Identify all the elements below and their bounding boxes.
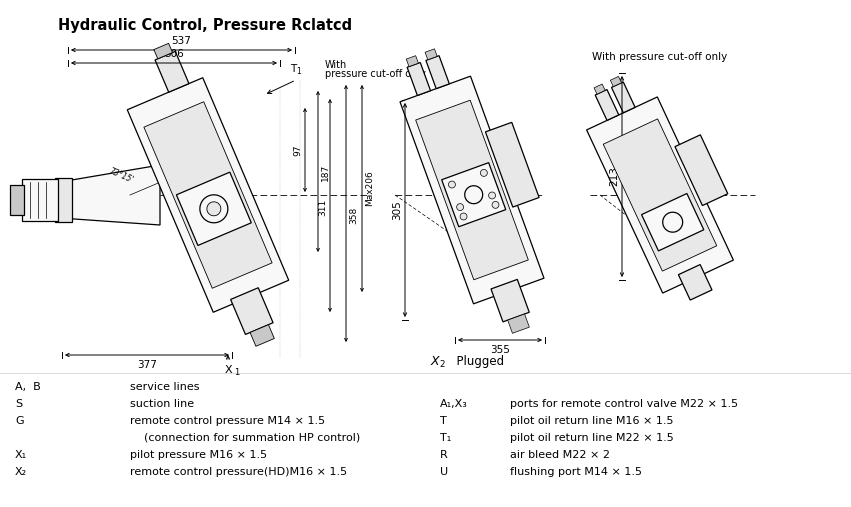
Polygon shape	[60, 165, 160, 225]
Polygon shape	[425, 49, 437, 60]
Polygon shape	[231, 288, 273, 335]
Text: 358: 358	[349, 206, 358, 224]
Text: 213: 213	[609, 167, 619, 187]
Polygon shape	[612, 82, 635, 113]
Polygon shape	[55, 178, 72, 222]
Polygon shape	[603, 119, 717, 271]
Polygon shape	[491, 279, 529, 322]
Polygon shape	[457, 204, 464, 210]
Polygon shape	[642, 194, 704, 251]
Text: Max206: Max206	[365, 170, 374, 206]
Text: 506: 506	[164, 49, 184, 59]
Polygon shape	[610, 77, 621, 87]
Text: 1: 1	[234, 368, 239, 377]
Polygon shape	[200, 195, 228, 223]
Polygon shape	[144, 102, 272, 288]
Text: T₁: T₁	[440, 433, 451, 443]
Polygon shape	[128, 78, 288, 312]
Text: pilot pressure M16 × 1.5: pilot pressure M16 × 1.5	[130, 450, 267, 460]
Polygon shape	[595, 90, 619, 120]
Text: 187: 187	[321, 163, 330, 180]
Text: With pressure cut-off only: With pressure cut-off only	[592, 52, 728, 62]
Polygon shape	[415, 100, 528, 280]
Text: 1: 1	[296, 67, 300, 77]
Polygon shape	[586, 97, 734, 293]
Text: G: G	[15, 416, 24, 426]
Polygon shape	[678, 265, 712, 300]
Polygon shape	[400, 76, 544, 304]
Polygon shape	[407, 62, 431, 95]
Polygon shape	[675, 135, 728, 205]
Polygon shape	[406, 56, 419, 66]
Text: With: With	[325, 60, 347, 70]
Text: pilot oil return line M16 × 1.5: pilot oil return line M16 × 1.5	[510, 416, 673, 426]
Polygon shape	[442, 163, 505, 227]
Polygon shape	[481, 169, 488, 176]
Text: X: X	[224, 365, 231, 375]
Polygon shape	[426, 56, 449, 89]
Text: Plugged: Plugged	[449, 355, 504, 368]
Text: X₂: X₂	[15, 467, 27, 477]
Text: 305: 305	[392, 200, 402, 220]
Text: T: T	[290, 64, 296, 74]
Text: S: S	[15, 399, 22, 409]
Polygon shape	[485, 122, 540, 207]
Polygon shape	[460, 213, 467, 220]
Polygon shape	[176, 172, 251, 245]
Polygon shape	[10, 185, 24, 215]
Polygon shape	[448, 181, 455, 188]
Text: R: R	[440, 450, 448, 460]
Polygon shape	[465, 186, 483, 204]
Polygon shape	[22, 179, 58, 221]
Polygon shape	[155, 51, 189, 92]
Text: 97: 97	[293, 144, 302, 156]
Text: Hydraulic Control, Pressure Rclatcd: Hydraulic Control, Pressure Rclatcd	[58, 18, 352, 33]
Polygon shape	[492, 201, 499, 208]
Polygon shape	[250, 324, 274, 346]
Text: 311: 311	[318, 198, 327, 215]
Text: remote control pressure M14 × 1.5: remote control pressure M14 × 1.5	[130, 416, 325, 426]
Polygon shape	[594, 84, 605, 94]
Text: X₁: X₁	[15, 450, 27, 460]
Text: T: T	[440, 416, 447, 426]
Text: suction line: suction line	[130, 399, 194, 409]
Text: pilot oil return line M22 × 1.5: pilot oil return line M22 × 1.5	[510, 433, 674, 443]
Text: ports for remote control valve M22 × 1.5: ports for remote control valve M22 × 1.5	[510, 399, 738, 409]
Text: A,  B: A, B	[15, 382, 41, 392]
Text: U: U	[440, 467, 448, 477]
Text: $X_2$: $X_2$	[430, 355, 446, 370]
Text: 537: 537	[171, 36, 191, 46]
Polygon shape	[663, 212, 683, 232]
Polygon shape	[508, 314, 529, 333]
Text: A₁,X₃: A₁,X₃	[440, 399, 468, 409]
Polygon shape	[154, 43, 173, 59]
Text: remote control pressure(HD)M16 × 1.5: remote control pressure(HD)M16 × 1.5	[130, 467, 347, 477]
Text: air bleed M22 × 2: air bleed M22 × 2	[510, 450, 610, 460]
Text: service lines: service lines	[130, 382, 199, 392]
Polygon shape	[207, 202, 221, 216]
Polygon shape	[488, 192, 495, 199]
Text: 355: 355	[490, 345, 510, 355]
Text: 377: 377	[137, 360, 157, 370]
Text: 73°15': 73°15'	[108, 167, 135, 185]
Text: (connection for summation HP control): (connection for summation HP control)	[130, 433, 360, 443]
Text: pressure cut-off only: pressure cut-off only	[325, 69, 426, 79]
Text: flushing port M14 × 1.5: flushing port M14 × 1.5	[510, 467, 642, 477]
